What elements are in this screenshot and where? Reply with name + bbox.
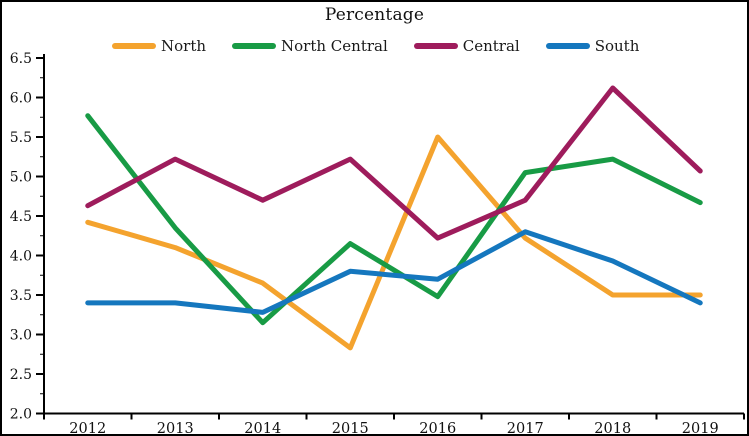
axis-spines [43, 54, 744, 415]
x-tick-label: 2012 [69, 421, 106, 436]
legend-swatch-icon [112, 43, 156, 49]
series-line-north-central [85, 113, 703, 326]
x-tick-label: 2017 [507, 421, 544, 436]
legend-swatch-icon [545, 43, 590, 49]
y-tick-label: 2.5 [10, 367, 32, 383]
y-tick-label: 3.5 [10, 288, 32, 304]
legend-item-central: Central [413, 37, 520, 55]
x-tick-label: 2019 [682, 421, 719, 436]
legend: North North Central Central South [112, 35, 639, 57]
legend-label: South [594, 37, 640, 55]
legend-item-north-central: North Central [232, 37, 388, 55]
legend-swatch-icon [413, 43, 458, 49]
y-tick-label: 2.0 [10, 407, 32, 423]
series-line-south [85, 229, 703, 315]
legend-label: Central [462, 37, 520, 55]
series-line-central [85, 85, 703, 241]
y-tick-label: 5.0 [10, 170, 32, 186]
legend-label: North Central [281, 37, 388, 55]
y-tick-label: 3.0 [10, 328, 32, 344]
chart-title: Percentage [324, 5, 425, 25]
x-tick-label: 2014 [244, 421, 281, 436]
legend-item-north: North [112, 37, 206, 55]
x-tick-label: 2018 [594, 421, 631, 436]
series-line-north [85, 134, 703, 351]
legend-swatch-icon [232, 43, 277, 49]
legend-item-south: South [545, 37, 640, 55]
legend-label: North [161, 37, 207, 55]
y-tick-label: 6.5 [10, 51, 32, 67]
x-tick-label: 2013 [157, 421, 194, 436]
y-tick-label: 4.5 [10, 209, 32, 225]
y-tick-label: 6.0 [10, 91, 32, 107]
y-tick-label: 4.0 [10, 249, 32, 265]
x-tick-label: 2015 [332, 421, 369, 436]
y-tick-label: 5.5 [10, 130, 32, 146]
x-tick-label: 2016 [419, 421, 456, 436]
